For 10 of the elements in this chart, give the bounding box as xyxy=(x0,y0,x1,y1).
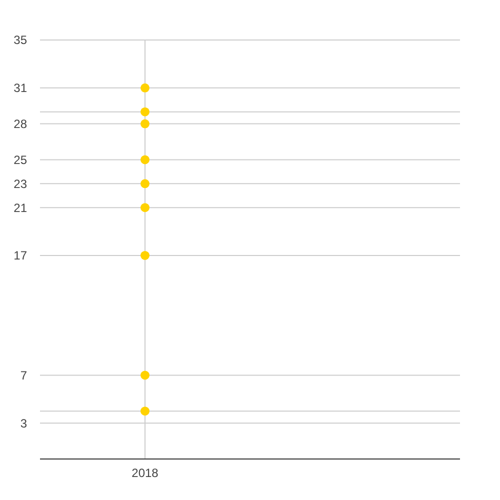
y-tick-label: 7 xyxy=(20,368,28,382)
x-tick-label: 2018 xyxy=(132,466,159,480)
y-tick-label: 3 xyxy=(20,416,28,430)
y-tick-label: 31 xyxy=(14,81,28,96)
y-tick-label: 25 xyxy=(14,152,28,167)
y-tick-label: 28 xyxy=(14,117,28,131)
y-tick-label: 21 xyxy=(14,200,28,215)
y-tick-label: 35 xyxy=(14,33,28,48)
y-tick-label: 23 xyxy=(14,176,28,191)
y-tick-label: 17 xyxy=(14,248,28,263)
